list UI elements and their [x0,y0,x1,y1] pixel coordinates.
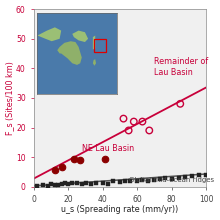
X-axis label: u_s (Spreading rate (mm/yr)): u_s (Spreading rate (mm/yr)) [61,205,179,214]
Point [177,176,180,179]
Point [50,183,53,186]
Point [158,177,161,181]
Point [53,169,56,172]
Point [84,181,87,184]
Point [141,120,144,123]
Point [148,129,151,132]
Point [111,180,115,183]
Point [123,179,127,183]
Point [41,183,44,187]
Point [118,180,122,183]
Point [153,178,156,181]
Point [53,183,56,187]
Point [75,182,79,185]
Point [136,179,139,183]
Point [197,173,201,177]
Text: Remainder of
Lau Basin: Remainder of Lau Basin [154,57,209,77]
Text: NE Lau Basin: NE Lau Basin [82,144,134,153]
Point [106,87,110,91]
Point [141,178,144,182]
Point [163,176,167,180]
Point [94,182,98,185]
Point [36,184,39,187]
Point [132,120,136,123]
Point [103,157,106,160]
Point [81,183,84,186]
Point [191,174,194,178]
Point [101,181,104,185]
Point [170,177,173,180]
Y-axis label: F_s (Sites/100 km): F_s (Sites/100 km) [6,61,15,135]
Point [70,182,74,185]
Point [122,117,125,120]
Point [127,129,130,132]
Point [63,182,67,185]
Point [60,182,63,186]
Point [72,157,75,160]
Point [106,182,110,185]
Text: Global mid-ocean ridges: Global mid-ocean ridges [129,177,214,183]
Point [67,182,70,186]
Point [79,158,82,162]
Point [56,183,60,186]
Point [184,175,187,178]
Point [178,102,182,106]
Point [204,173,208,176]
Point [60,166,63,169]
Point [89,182,93,185]
Point [129,180,132,183]
Point [146,179,149,182]
Point [46,184,50,188]
